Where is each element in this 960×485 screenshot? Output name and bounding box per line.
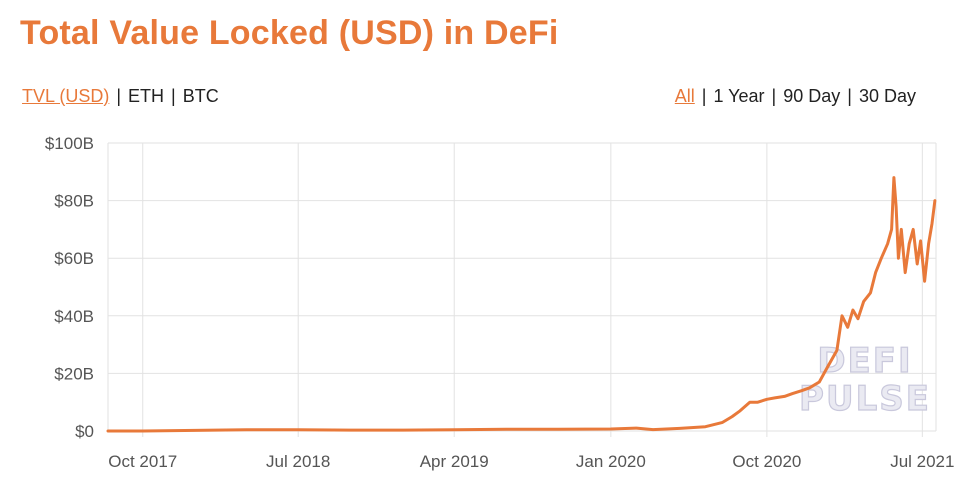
watermark-pulse: PULSE bbox=[799, 379, 931, 419]
x-tick-label: Jan 2020 bbox=[576, 452, 646, 471]
metric-tabs: TVL (USD) | ETH | BTC bbox=[22, 86, 219, 107]
y-tick-label: $100B bbox=[45, 134, 94, 153]
x-tick-label: Jul 2018 bbox=[266, 452, 330, 471]
y-tick-label: $60B bbox=[54, 249, 94, 268]
watermark-defi: DEFI bbox=[817, 341, 912, 381]
chart-series bbox=[106, 176, 937, 433]
tab-tvl-usd[interactable]: TVL (USD) bbox=[22, 86, 110, 106]
range-tabs: All | 1 Year | 90 Day | 30 Day bbox=[675, 86, 916, 107]
tab-separator: | bbox=[171, 86, 176, 106]
x-tick-label: Oct 2017 bbox=[108, 452, 177, 471]
tab-range-all[interactable]: All bbox=[674, 86, 695, 106]
y-tick-label: $80B bbox=[54, 192, 94, 211]
tab-range-90-day[interactable]: 90 Day bbox=[783, 86, 841, 106]
tab-eth[interactable]: ETH bbox=[128, 86, 165, 106]
y-tick-label: $40B bbox=[54, 307, 94, 326]
watermark: DEFI PULSE bbox=[798, 340, 931, 419]
x-axis-ticks: Oct 2017 Jul 2018 Apr 2019 Jan 2020 Oct 2020… bbox=[108, 452, 954, 471]
y-tick-label: $20B bbox=[54, 364, 94, 383]
y-axis-ticks: $0 $20B $40B $60B $80B $100B bbox=[45, 134, 94, 441]
tvl-series-line bbox=[106, 176, 937, 433]
page-title: Total Value Locked (USD) in DeFi bbox=[20, 14, 559, 52]
y-tick-label: $0 bbox=[75, 422, 94, 441]
tab-range-1-year[interactable]: 1 Year bbox=[713, 86, 765, 106]
tab-separator: | bbox=[701, 86, 707, 106]
tab-range-30-day[interactable]: 30 Day bbox=[858, 86, 916, 106]
tab-separator: | bbox=[847, 86, 852, 106]
x-tick-label: Apr 2019 bbox=[420, 452, 489, 471]
tab-separator: | bbox=[771, 86, 777, 106]
x-tick-label: Oct 2020 bbox=[732, 452, 801, 471]
tab-separator: | bbox=[116, 86, 122, 106]
x-tick-label: Jul 2021 bbox=[890, 452, 954, 471]
tab-btc[interactable]: BTC bbox=[182, 86, 219, 106]
